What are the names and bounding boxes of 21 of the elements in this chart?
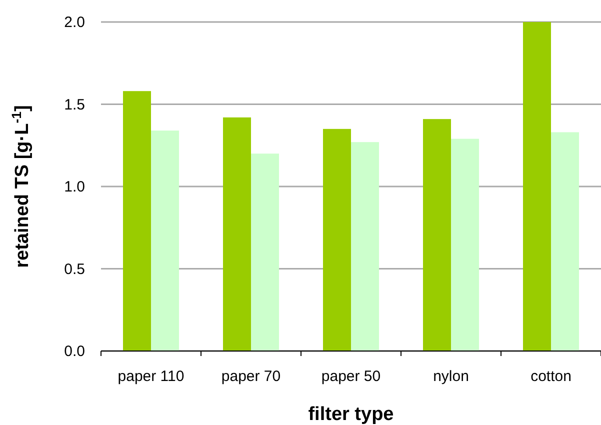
bar	[423, 119, 451, 351]
y-tick-label: 1.5	[64, 96, 85, 114]
x-tick-label: nylon	[433, 368, 469, 385]
bar	[151, 130, 179, 351]
x-tick-label: cotton	[530, 368, 572, 385]
bar	[123, 91, 151, 351]
bar	[251, 154, 279, 351]
bar	[523, 22, 551, 351]
bar	[323, 128, 351, 351]
x-axis-title: filter type	[308, 404, 394, 425]
x-tick-label: paper 50	[321, 368, 381, 385]
x-tick-label: paper 70	[221, 368, 281, 385]
y-tick-label: 0.0	[64, 343, 85, 360]
bar	[451, 138, 479, 351]
bar	[351, 142, 379, 351]
x-tick-label: paper 110	[118, 368, 184, 385]
bar	[223, 117, 251, 351]
bar	[551, 132, 579, 351]
y-tick-label: 2.0	[64, 14, 85, 31]
y-tick-label: 1.0	[64, 178, 85, 196]
y-tick-label: 0.5	[64, 260, 85, 278]
